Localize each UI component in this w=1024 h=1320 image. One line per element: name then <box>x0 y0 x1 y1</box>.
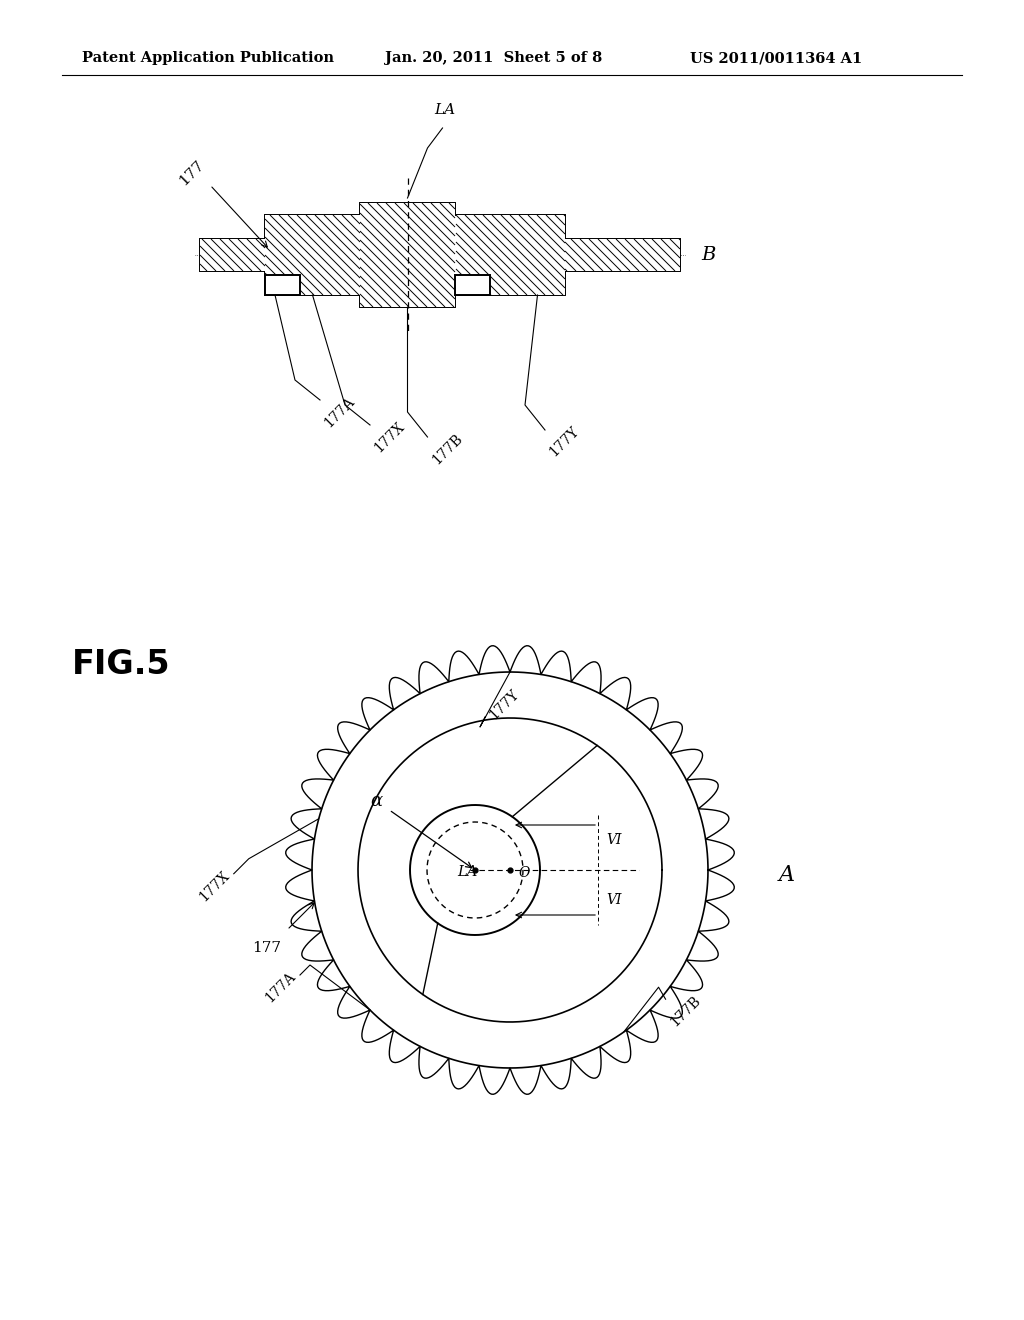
Polygon shape <box>360 203 455 308</box>
Polygon shape <box>565 239 680 271</box>
Text: VI: VI <box>606 833 622 847</box>
Text: B: B <box>700 246 715 264</box>
Text: A: A <box>779 865 795 886</box>
Text: 177A: 177A <box>322 395 357 430</box>
Polygon shape <box>265 275 300 294</box>
Polygon shape <box>265 215 360 294</box>
Polygon shape <box>200 203 680 308</box>
Polygon shape <box>456 215 565 294</box>
Text: Jan. 20, 2011  Sheet 5 of 8: Jan. 20, 2011 Sheet 5 of 8 <box>385 51 602 65</box>
Text: US 2011/0011364 A1: US 2011/0011364 A1 <box>690 51 862 65</box>
Polygon shape <box>200 239 265 271</box>
Text: O: O <box>518 866 529 880</box>
Text: 177B: 177B <box>668 993 703 1030</box>
Text: 177B: 177B <box>429 432 465 467</box>
Text: VI: VI <box>606 894 622 907</box>
Text: 177A: 177A <box>262 969 298 1005</box>
Text: LA: LA <box>457 865 477 879</box>
Polygon shape <box>455 275 490 294</box>
Text: 177Y: 177Y <box>547 425 583 459</box>
Text: LA: LA <box>434 103 455 117</box>
Text: 177: 177 <box>177 158 207 189</box>
Text: α: α <box>371 792 383 810</box>
Text: 177X: 177X <box>196 869 231 904</box>
Text: FIG.5: FIG.5 <box>72 648 171 681</box>
Text: 177Y: 177Y <box>487 688 522 722</box>
Text: 177X: 177X <box>372 420 408 455</box>
Text: 177: 177 <box>253 941 282 954</box>
Text: Patent Application Publication: Patent Application Publication <box>82 51 334 65</box>
